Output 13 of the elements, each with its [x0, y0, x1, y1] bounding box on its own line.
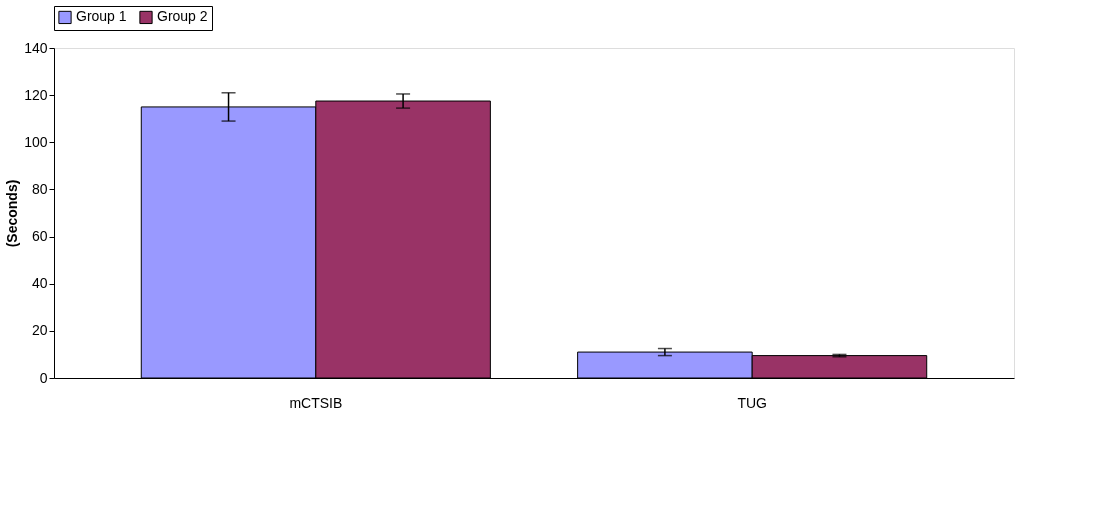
x-tick-label: mCTSIB — [289, 394, 343, 411]
y-tick-label: 40 — [31, 275, 48, 292]
y-tick-label: 60 — [31, 228, 48, 245]
y-tick-label: 80 — [31, 180, 48, 197]
y-tick-label: 0 — [39, 369, 48, 386]
y-tick-label: 140 — [24, 39, 48, 56]
y-tick-label: 20 — [31, 322, 48, 339]
legend-label: Group 1 — [76, 8, 127, 25]
x-tick-label: TUG — [737, 394, 767, 411]
y-axis-title: (Seconds) — [4, 179, 21, 248]
y-tick-label: 100 — [24, 133, 48, 150]
legend-label: Group 2 — [157, 8, 208, 25]
y-tick-label: 120 — [24, 86, 48, 103]
